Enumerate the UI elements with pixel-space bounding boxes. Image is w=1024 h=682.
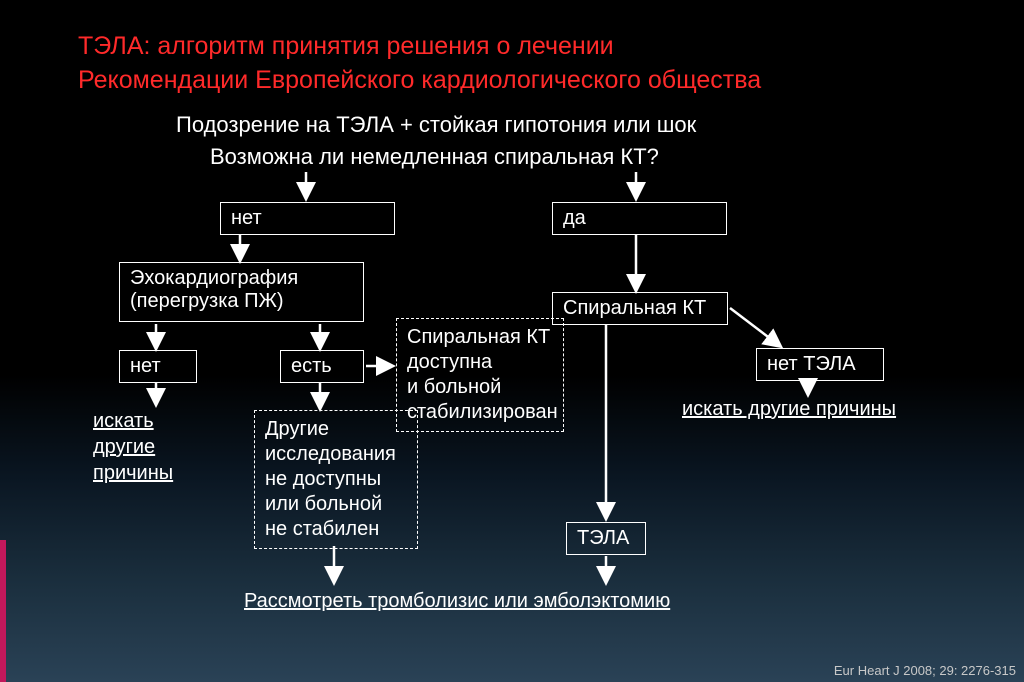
node-spiral-ct: Спиральная КТ <box>552 292 728 325</box>
subtitle-text: Подозрение на ТЭЛА + стойкая гипотония и… <box>176 112 696 138</box>
node-seek-causes-left: искатьдругиепричины <box>93 408 173 486</box>
node-seek-causes-right: искать другие причины <box>682 396 896 422</box>
question-text: Возможна ли немедленная спиральная КТ? <box>210 144 659 170</box>
title: ТЭЛА: алгоритм принятия решения о лечени… <box>78 30 958 98</box>
title-line-1: ТЭЛА: алгоритм принятия решения о лечени… <box>78 30 958 64</box>
accent-bar <box>0 540 6 682</box>
title-line-2: Рекомендации Европейского кардиологическ… <box>78 64 958 98</box>
node-echo: Эхокардиография(перегрузка ПЖ) <box>119 262 364 322</box>
node-ct-available: Спиральная КТдоступнаи больнойстабилизир… <box>396 318 564 432</box>
node-no-pe: нет ТЭЛА <box>756 348 884 381</box>
node-no: нет <box>220 202 395 235</box>
node-other-tests: Другиеисследованияне доступныили больной… <box>254 410 418 549</box>
citation: Eur Heart J 2008; 29: 2276-315 <box>834 663 1016 678</box>
node-yes2: есть <box>280 350 364 383</box>
node-final: Рассмотреть тромболизис или эмболэктомию <box>244 588 670 614</box>
node-no2: нет <box>119 350 197 383</box>
node-yes: да <box>552 202 727 235</box>
node-pe: ТЭЛА <box>566 522 646 555</box>
